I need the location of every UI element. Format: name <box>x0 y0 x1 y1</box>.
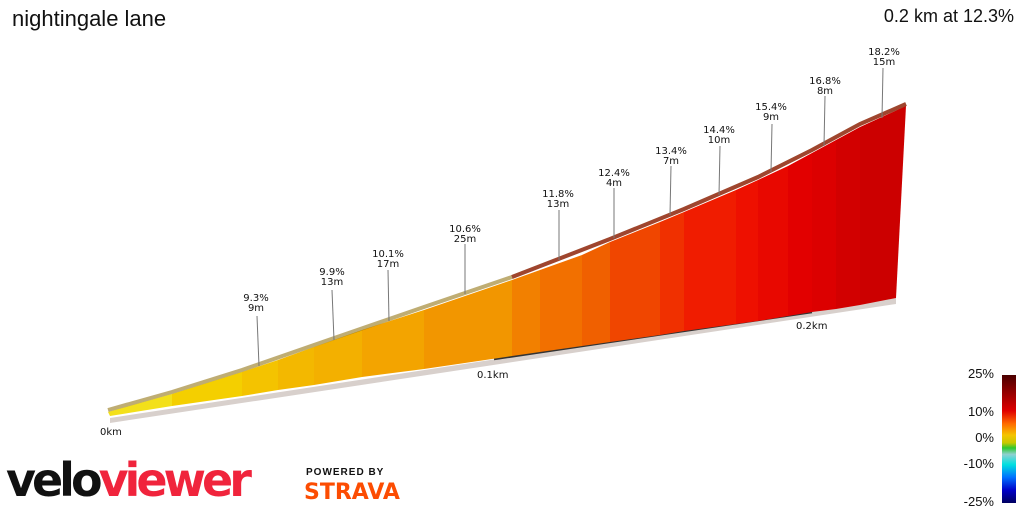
segment-length: 17m <box>377 259 399 270</box>
legend-label-0: 0% <box>975 430 994 445</box>
segment-gradient: 12.4% <box>598 168 630 179</box>
x-tick-1: 0.1km <box>477 370 508 381</box>
segment-length: 13m <box>321 277 343 288</box>
segment-length: 25m <box>454 234 476 245</box>
logo-velo: velo <box>6 453 103 507</box>
segment-length: 15m <box>873 57 895 68</box>
segment-length: 9m <box>763 112 779 123</box>
page-title: nightingale lane <box>12 6 167 31</box>
legend-label-10: 10% <box>967 404 994 419</box>
logo-viewer: viewer <box>98 453 252 507</box>
segment-gradient: 16.8% <box>809 76 841 87</box>
climb-summary: 0.2 km at 12.3% <box>883 6 1014 26</box>
segment-length: 8m <box>817 86 833 97</box>
x-tick-2: 0.2km <box>796 321 827 332</box>
segment-gradient: 14.4% <box>703 125 735 136</box>
color-scale-bar <box>1002 375 1016 503</box>
segment-gradient: 13.4% <box>655 146 687 157</box>
segment-gradient: 10.6% <box>449 224 481 235</box>
segment-gradient: 10.1% <box>372 249 404 260</box>
segment-gradient: 15.4% <box>755 102 787 113</box>
segment-length: 9m <box>248 303 264 314</box>
segment-gradient: 9.3% <box>243 293 268 304</box>
x-tick-0: 0km <box>100 427 122 438</box>
segment-gradient: 11.8% <box>542 189 574 200</box>
segment-labels: 9.3% 9m 9.9% 13m 10.1% 17m 10.6% 25m 11.… <box>243 47 900 314</box>
legend-label-neg25: -25% <box>963 494 994 509</box>
legend-label-neg10: -10% <box>963 456 994 471</box>
segment-length: 7m <box>663 156 679 167</box>
veloviewer-logo: veloviewer <box>6 452 252 508</box>
segment-gradient: 18.2% <box>868 47 900 58</box>
strava-logo: STRAVA <box>304 480 400 505</box>
segment-gradient: 9.9% <box>319 267 344 278</box>
segment-length: 10m <box>708 135 730 146</box>
legend-label-25: 25% <box>967 366 994 381</box>
powered-by-label: POWERED BY <box>306 467 385 478</box>
segment-length: 4m <box>606 178 622 189</box>
segment-length: 13m <box>547 199 569 210</box>
